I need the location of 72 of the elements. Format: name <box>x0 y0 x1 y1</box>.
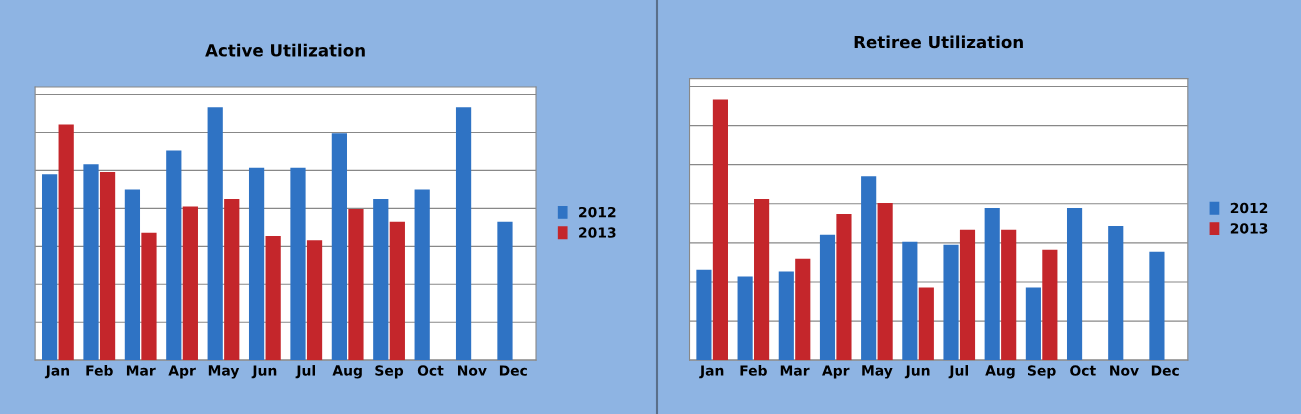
bar <box>877 203 893 361</box>
x-tick-label: Oct <box>417 365 444 376</box>
x-tick-label: Apr <box>822 365 850 379</box>
x-tick-label: Aug <box>332 365 362 379</box>
bar <box>331 133 347 361</box>
bar <box>902 241 918 361</box>
legend-label: 2012 <box>579 206 616 218</box>
bar <box>943 244 959 361</box>
bar <box>778 271 794 361</box>
bar <box>182 206 198 361</box>
x-tick-label: Nov <box>458 365 487 376</box>
bar <box>414 189 430 361</box>
x-tick-label: Jun <box>251 365 277 379</box>
bar <box>124 189 141 361</box>
bar <box>166 150 182 361</box>
x-tick-label: Jun <box>904 365 930 379</box>
bar <box>224 199 240 361</box>
bar <box>1025 287 1041 361</box>
x-tick-label: Aug <box>985 365 1015 379</box>
bar <box>836 213 852 361</box>
x-tick-label: Apr <box>168 365 196 379</box>
bar <box>248 167 265 361</box>
x-tick-label: Dec <box>1151 365 1179 376</box>
bar <box>918 287 934 361</box>
bar <box>99 171 116 361</box>
bar <box>306 240 323 361</box>
x-tick-label: Nov <box>1110 365 1139 376</box>
bar <box>389 221 405 361</box>
bar <box>712 99 728 361</box>
bar <box>290 167 306 361</box>
chart-title: Active Utilization <box>205 43 365 57</box>
bar <box>455 107 472 361</box>
bar <box>1108 225 1124 361</box>
bar <box>1042 249 1058 361</box>
bar <box>58 124 74 361</box>
x-tick-label: Jan <box>44 365 70 379</box>
x-tick-label: Jan <box>699 365 724 379</box>
bar <box>795 258 811 361</box>
bar <box>984 207 1000 361</box>
bar <box>737 276 753 361</box>
x-tick-label: Dec <box>499 365 527 376</box>
bar <box>861 176 877 361</box>
x-tick-label: Oct <box>1070 365 1096 376</box>
x-tick-label: Feb <box>740 365 767 376</box>
x-tick-label: Mar <box>126 365 156 376</box>
bar <box>265 235 281 361</box>
x-tick-label: May <box>862 365 893 379</box>
bar <box>959 229 976 361</box>
bar <box>373 199 389 361</box>
legend-label: 2013 <box>1230 223 1268 234</box>
bar <box>1001 229 1017 361</box>
x-tick-label: Feb <box>86 365 113 376</box>
legend-label: 2012 <box>1230 202 1268 214</box>
bar <box>42 174 58 361</box>
x-tick-label: Sep <box>1027 365 1056 379</box>
bar <box>754 199 770 361</box>
bar <box>819 234 836 361</box>
bar <box>348 208 364 361</box>
bar <box>497 221 513 361</box>
x-tick-label: Mar <box>780 365 810 376</box>
legend-label: 2013 <box>579 227 616 238</box>
bar <box>207 107 223 361</box>
x-tick-label: Jul <box>295 365 316 379</box>
bar <box>141 232 157 361</box>
bar <box>1149 251 1165 361</box>
chart-title: Retiree Utilization <box>854 35 1023 49</box>
x-tick-label: Jul <box>948 365 968 379</box>
x-tick-label: Sep <box>375 365 404 379</box>
bar <box>83 164 99 361</box>
x-tick-label: May <box>208 365 240 379</box>
bar <box>1066 207 1083 361</box>
bar <box>696 269 712 361</box>
